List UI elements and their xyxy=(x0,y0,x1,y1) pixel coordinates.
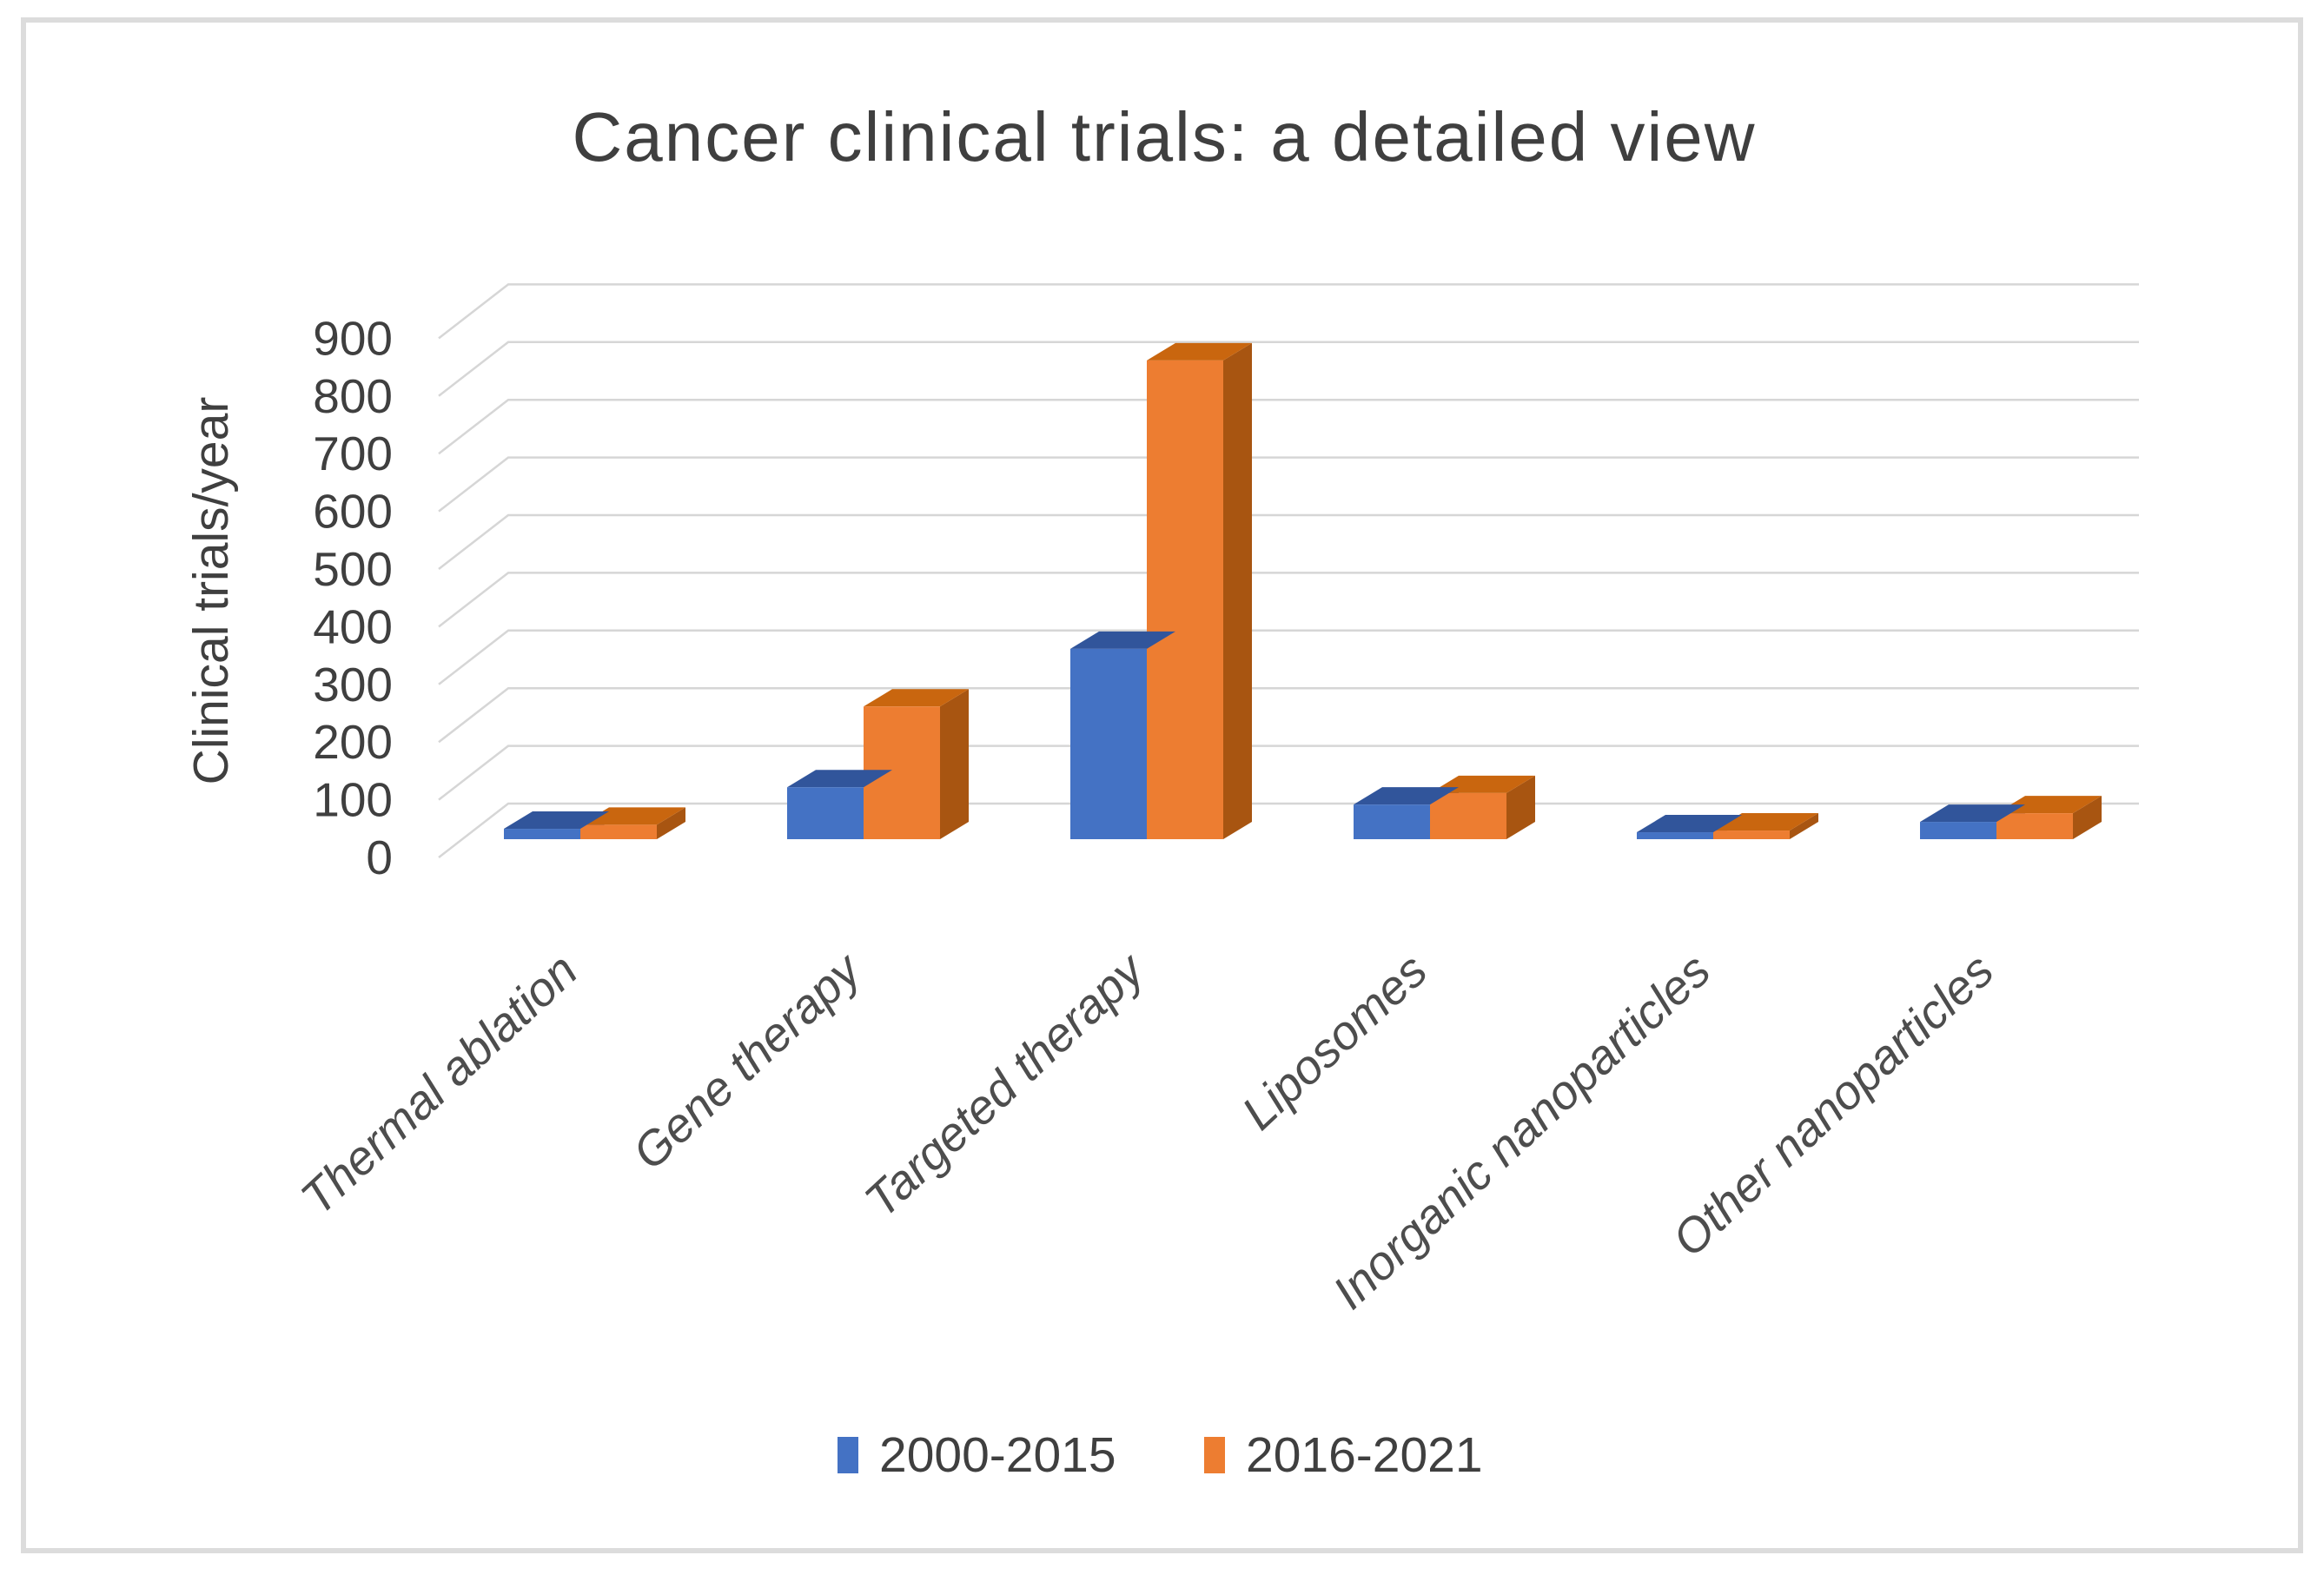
y-tick-label: 300 xyxy=(313,658,393,711)
y-tick-label: 600 xyxy=(313,485,393,539)
bar-2000-2015-liposomes-top xyxy=(1354,787,1459,805)
bar-2000-2015-gene-therapy xyxy=(787,787,864,839)
y-tick-label: 400 xyxy=(313,599,393,653)
gridline xyxy=(438,341,2139,397)
y-tick-label: 500 xyxy=(313,542,393,596)
y-axis-title: Clinical trials/year xyxy=(183,397,239,785)
bar-2016-2021-liposomes-side xyxy=(1506,775,1535,839)
bar-2016-2021-targeted-therapy-side xyxy=(1223,342,1252,839)
gridline xyxy=(438,686,2139,744)
bar-2000-2015-inorganic-nanoparticles xyxy=(1637,832,1713,839)
bar-2016-2021-other-nanoparticles-side xyxy=(2073,796,2102,839)
bar-2016-2021-targeted-therapy-top xyxy=(1147,342,1252,361)
bar-2016-2021-gene-therapy-side xyxy=(940,689,969,839)
gridline xyxy=(438,283,2139,340)
bar-2016-2021-thermal-ablation xyxy=(580,824,657,839)
bar-2000-2015-inorganic-nanoparticles-top xyxy=(1637,815,1742,833)
gridline xyxy=(438,744,2139,801)
legend-swatch-2000-2015 xyxy=(838,1437,858,1473)
gridline xyxy=(438,456,2139,513)
legend-label-2016-2021: 2016-2021 xyxy=(1246,1427,1483,1483)
bar-2016-2021-targeted-therapy xyxy=(1147,360,1223,839)
bar-2016-2021-other-nanoparticles xyxy=(1996,813,2073,839)
legend-swatch-2016-2021 xyxy=(1204,1437,1225,1473)
gridline xyxy=(438,802,2139,858)
bar-2000-2015-thermal-ablation-top xyxy=(504,811,609,830)
y-tick-label: 700 xyxy=(313,427,393,480)
bars-group xyxy=(504,342,2102,839)
bar-2016-2021-inorganic-nanoparticles xyxy=(1713,831,1790,839)
bar-2016-2021-inorganic-nanoparticles-top xyxy=(1713,813,1818,831)
y-tick-label: 100 xyxy=(313,773,393,827)
bar-2016-2021-other-nanoparticles-top xyxy=(1996,796,2102,814)
gridlines-group xyxy=(438,283,2139,858)
y-tick-label: 900 xyxy=(313,311,393,365)
bar-2016-2021-inorganic-nanoparticles-side xyxy=(1790,813,1818,839)
y-tick-label: 200 xyxy=(313,715,393,769)
chart-title: Cancer clinical trials: a detailed view xyxy=(573,98,1757,175)
bar-2016-2021-gene-therapy-top xyxy=(864,689,969,707)
bar-2000-2015-liposomes xyxy=(1354,804,1430,839)
gridline xyxy=(438,572,2139,628)
bar-2016-2021-thermal-ablation-side xyxy=(657,807,685,839)
bar-2000-2015-thermal-ablation xyxy=(504,829,580,839)
gridline xyxy=(438,629,2139,685)
legend-label-2000-2015: 2000-2015 xyxy=(879,1427,1116,1483)
bar-2000-2015-targeted-therapy xyxy=(1070,648,1147,839)
y-tick-label: 800 xyxy=(313,369,393,423)
bar-2016-2021-liposomes xyxy=(1430,792,1506,839)
bar-2000-2015-other-nanoparticles xyxy=(1920,822,1996,839)
bar-2000-2015-gene-therapy-top xyxy=(787,770,892,788)
legend: 2000-2015 2016-2021 xyxy=(838,1427,1483,1483)
gridline xyxy=(438,513,2139,570)
bar-2000-2015-other-nanoparticles-top xyxy=(1920,804,2025,823)
bar-2016-2021-liposomes-top xyxy=(1430,775,1535,793)
gridline xyxy=(438,398,2139,455)
y-tick-label: 0 xyxy=(366,831,393,884)
bar-2000-2015-targeted-therapy-top xyxy=(1070,631,1175,649)
